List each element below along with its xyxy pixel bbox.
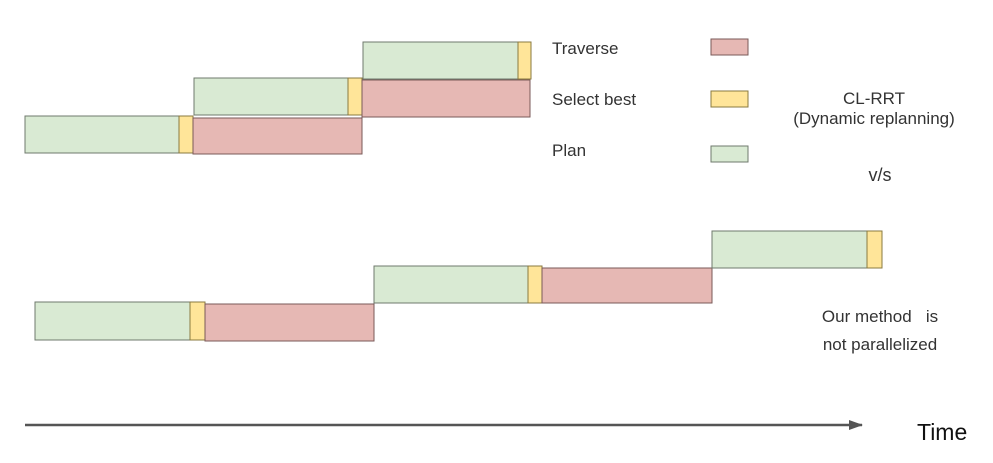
- bottom-select-block-3: [866, 230, 883, 269]
- top-method-title: CL-RRT: [843, 89, 905, 108]
- top-traverse-block-1: [192, 117, 363, 155]
- time-axis-label: Time: [917, 419, 967, 445]
- bottom-timeline: [34, 230, 883, 342]
- top-select-block-1: [178, 115, 194, 154]
- bottom-select-block-1: [189, 301, 206, 341]
- legend-label-traverse: Traverse: [552, 39, 618, 58]
- top-plan-block-2: [193, 77, 349, 116]
- top-traverse-block-2: [361, 79, 531, 118]
- legend: Traverse Select best Plan: [552, 38, 749, 163]
- legend-label-select-best: Select best: [552, 90, 636, 109]
- bottom-plan-block-1: [34, 301, 191, 341]
- top-timeline: [24, 41, 532, 155]
- legend-swatch-select-best: [710, 90, 749, 108]
- legend-swatch-traverse: [710, 38, 749, 56]
- versus-label: v/s: [868, 165, 891, 185]
- top-select-block-3: [517, 41, 532, 80]
- bottom-method-note-line-2: not parallelized: [823, 335, 937, 354]
- legend-label-plan: Plan: [552, 141, 586, 160]
- top-select-block-2: [347, 77, 363, 116]
- bottom-plan-block-2: [373, 265, 529, 304]
- legend-swatch-plan: [710, 145, 749, 163]
- top-method-subtitle: (Dynamic replanning): [793, 109, 955, 128]
- bottom-plan-block-3: [711, 230, 868, 269]
- bottom-select-block-2: [527, 265, 543, 304]
- top-plan-block-1: [24, 115, 180, 154]
- bottom-method-note-line-1: Our method is: [822, 307, 938, 326]
- bottom-traverse-block-1: [204, 303, 375, 342]
- bottom-traverse-block-2: [541, 267, 713, 304]
- top-plan-block-3: [362, 41, 519, 80]
